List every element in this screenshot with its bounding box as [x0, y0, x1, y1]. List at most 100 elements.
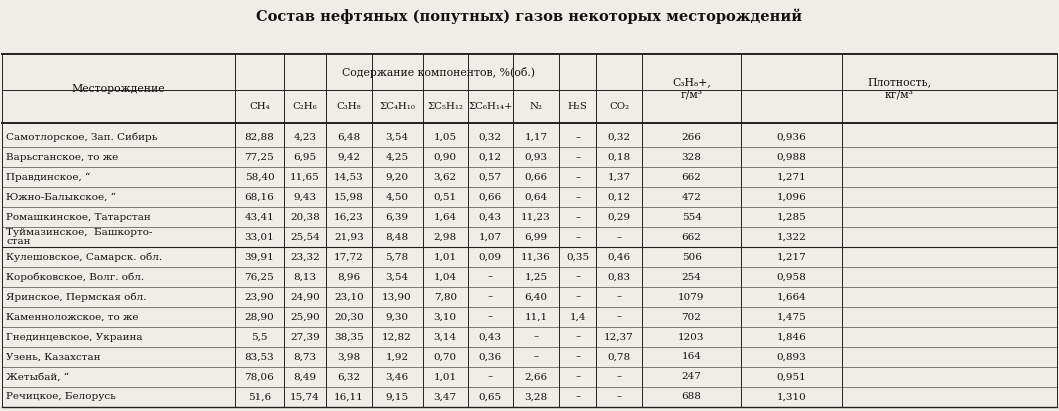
Text: 58,40: 58,40 — [245, 173, 274, 182]
Text: Самотлорское, Зап. Сибирь: Самотлорское, Зап. Сибирь — [6, 133, 158, 142]
Text: 1,271: 1,271 — [776, 173, 807, 182]
Text: 5,78: 5,78 — [385, 253, 409, 262]
Text: –: – — [575, 272, 580, 282]
Text: 662: 662 — [682, 233, 701, 242]
Text: 266: 266 — [682, 133, 701, 142]
Text: –: – — [575, 332, 580, 342]
Text: 8,96: 8,96 — [338, 272, 360, 282]
Text: 12,82: 12,82 — [382, 332, 412, 342]
Text: –: – — [616, 312, 622, 321]
Text: Кулешовское, Самарск. обл.: Кулешовское, Самарск. обл. — [6, 252, 162, 262]
Text: 247: 247 — [682, 372, 701, 381]
Text: 1,25: 1,25 — [524, 272, 548, 282]
Text: Южно-Балыкское, “: Южно-Балыкское, “ — [6, 193, 116, 202]
Text: 1,4: 1,4 — [570, 312, 586, 321]
Text: 21,93: 21,93 — [334, 233, 364, 242]
Text: 0,36: 0,36 — [479, 353, 502, 362]
Text: –: – — [575, 293, 580, 302]
Text: Каменноложское, то же: Каменноложское, то же — [6, 312, 139, 321]
Text: –: – — [488, 312, 492, 321]
Text: 4,23: 4,23 — [293, 133, 317, 142]
Text: 6,48: 6,48 — [338, 133, 360, 142]
Text: 328: 328 — [682, 153, 701, 162]
Text: 8,49: 8,49 — [293, 372, 317, 381]
Text: 3,10: 3,10 — [434, 312, 456, 321]
Text: 688: 688 — [682, 393, 701, 402]
Text: Туймазинское,  Башкорто-: Туймазинское, Башкорто- — [6, 229, 152, 237]
Text: 0,57: 0,57 — [479, 173, 502, 182]
Text: 82,88: 82,88 — [245, 133, 274, 142]
Text: Узень, Казахстан: Узень, Казахстан — [6, 353, 101, 362]
Text: 662: 662 — [682, 173, 701, 182]
Text: 0,32: 0,32 — [479, 133, 502, 142]
Text: 0,12: 0,12 — [608, 193, 630, 202]
Text: 1,310: 1,310 — [776, 393, 807, 402]
Text: Содержание компонентов, %(об.): Содержание компонентов, %(об.) — [342, 67, 535, 78]
Text: 9,20: 9,20 — [385, 173, 409, 182]
Text: 0,18: 0,18 — [608, 153, 630, 162]
Text: 1,07: 1,07 — [479, 233, 502, 242]
Text: 3,47: 3,47 — [434, 393, 456, 402]
Text: 1,846: 1,846 — [776, 332, 807, 342]
Text: –: – — [488, 293, 492, 302]
Text: ΣC₄H₁₀: ΣC₄H₁₀ — [379, 102, 415, 111]
Text: 17,72: 17,72 — [334, 253, 364, 262]
Text: 0,958: 0,958 — [776, 272, 807, 282]
Text: –: – — [488, 372, 492, 381]
Text: 0,78: 0,78 — [608, 353, 630, 362]
Text: ΣC₆H₁₄+: ΣC₆H₁₄+ — [468, 102, 513, 111]
Text: 0,66: 0,66 — [479, 193, 502, 202]
Text: 14,53: 14,53 — [334, 173, 364, 182]
Text: 3,54: 3,54 — [385, 133, 409, 142]
Text: 0,12: 0,12 — [479, 153, 502, 162]
Text: 12,37: 12,37 — [604, 332, 634, 342]
Text: CO₂: CO₂ — [609, 102, 629, 111]
Text: 702: 702 — [682, 312, 701, 321]
Text: 506: 506 — [682, 253, 701, 262]
Text: 554: 554 — [682, 213, 701, 222]
Text: 1,92: 1,92 — [385, 353, 409, 362]
Text: 0,51: 0,51 — [434, 193, 456, 202]
Text: 0,936: 0,936 — [776, 133, 807, 142]
Text: –: – — [534, 353, 538, 362]
Text: 9,30: 9,30 — [385, 312, 409, 321]
Text: 38,35: 38,35 — [334, 332, 364, 342]
Text: 0,35: 0,35 — [567, 253, 589, 262]
Text: 1079: 1079 — [678, 293, 705, 302]
Text: Яринское, Пермская обл.: Яринское, Пермская обл. — [6, 292, 147, 302]
Text: 16,23: 16,23 — [334, 213, 364, 222]
Text: стан: стан — [6, 237, 31, 246]
Text: 8,48: 8,48 — [385, 233, 409, 242]
Text: 3,54: 3,54 — [385, 272, 409, 282]
Text: 4,25: 4,25 — [385, 153, 409, 162]
Text: 1,285: 1,285 — [776, 213, 807, 222]
Text: 28,90: 28,90 — [245, 312, 274, 321]
Text: 6,32: 6,32 — [338, 372, 360, 381]
Text: 3,46: 3,46 — [385, 372, 409, 381]
Text: 39,91: 39,91 — [245, 253, 274, 262]
Text: 83,53: 83,53 — [245, 353, 274, 362]
Text: ΣC₅H₁₂: ΣC₅H₁₂ — [428, 102, 463, 111]
Text: 1,37: 1,37 — [608, 173, 630, 182]
Text: 1,04: 1,04 — [434, 272, 456, 282]
Text: Состав нефтяных (попутных) газов некоторых месторождений: Состав нефтяных (попутных) газов некотор… — [256, 9, 803, 24]
Text: –: – — [616, 372, 622, 381]
Text: 9,43: 9,43 — [293, 193, 317, 202]
Text: 3,98: 3,98 — [338, 353, 360, 362]
Text: Месторождение: Месторождение — [72, 84, 165, 94]
Text: 8,13: 8,13 — [293, 272, 317, 282]
Text: 0,64: 0,64 — [524, 193, 548, 202]
Text: 6,39: 6,39 — [385, 213, 409, 222]
Text: –: – — [575, 173, 580, 182]
Text: C₂H₆: C₂H₆ — [292, 102, 318, 111]
Text: 7,80: 7,80 — [434, 293, 456, 302]
Text: 0,83: 0,83 — [608, 272, 630, 282]
Text: 0,32: 0,32 — [608, 133, 630, 142]
Text: 2,98: 2,98 — [434, 233, 456, 242]
Text: 1203: 1203 — [678, 332, 705, 342]
Text: 1,17: 1,17 — [524, 133, 548, 142]
Text: 472: 472 — [682, 193, 701, 202]
Text: 11,65: 11,65 — [290, 173, 320, 182]
Text: 1,217: 1,217 — [776, 253, 807, 262]
Text: 0,43: 0,43 — [479, 332, 502, 342]
